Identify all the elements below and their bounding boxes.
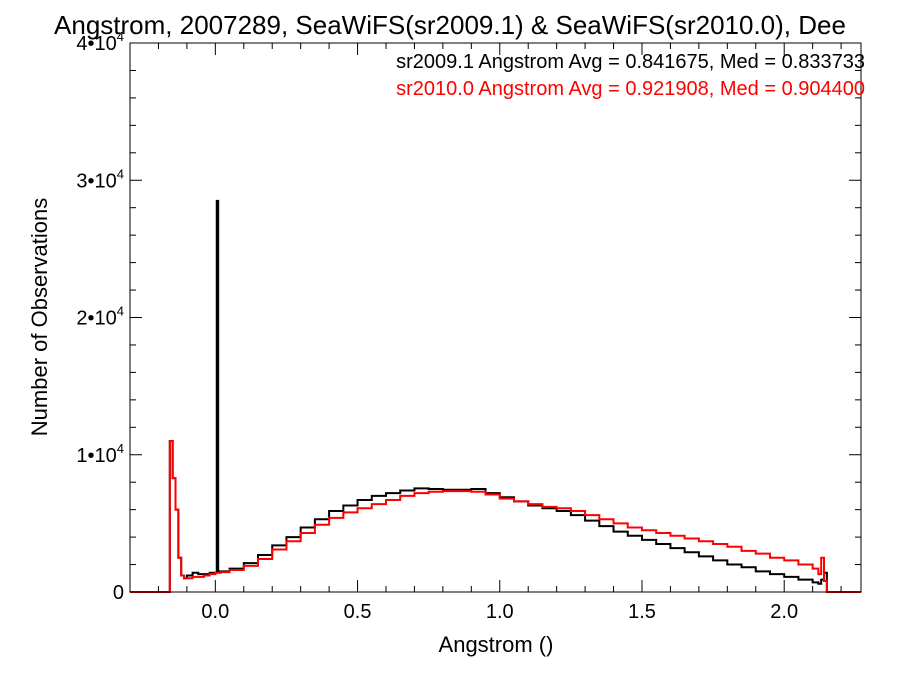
x-tick-label: 1.5 bbox=[628, 601, 656, 623]
x-tick-label: 2.0 bbox=[770, 601, 798, 623]
y-axis-label: Number of Observations bbox=[27, 198, 52, 436]
series-line-sr2010 bbox=[130, 440, 861, 593]
y-tick-label: 2•104 bbox=[76, 304, 124, 330]
plot-frame bbox=[129, 42, 862, 593]
axes: 0.0 0.5 1.0 1.5 2.0 0 1•104 2•104 3•104 4•104 bbox=[76, 29, 862, 623]
y-tick-label: 4•104 bbox=[76, 29, 124, 55]
annotation-sr2010: sr2010.0 Angstrom Avg = 0.921908, Med = … bbox=[396, 78, 865, 100]
chart-title: Angstrom, 2007289, SeaWiFS(sr2009.1) & S… bbox=[54, 10, 846, 40]
x-tick-label: 1.0 bbox=[486, 601, 514, 623]
series-line-sr2009 bbox=[130, 199, 861, 593]
x-axis-label: Angstrom () bbox=[439, 632, 554, 657]
x-tick-label: 0.5 bbox=[344, 601, 372, 623]
x-tick-label: 0.0 bbox=[201, 601, 229, 623]
annotation-sr2009: sr2009.1 Angstrom Avg = 0.841675, Med = … bbox=[396, 51, 865, 73]
y-tick-label: 1•104 bbox=[76, 441, 124, 467]
y-tick-label: 0 bbox=[113, 582, 124, 604]
plot-area bbox=[130, 199, 861, 593]
y-tick-label: 3•104 bbox=[76, 166, 124, 192]
